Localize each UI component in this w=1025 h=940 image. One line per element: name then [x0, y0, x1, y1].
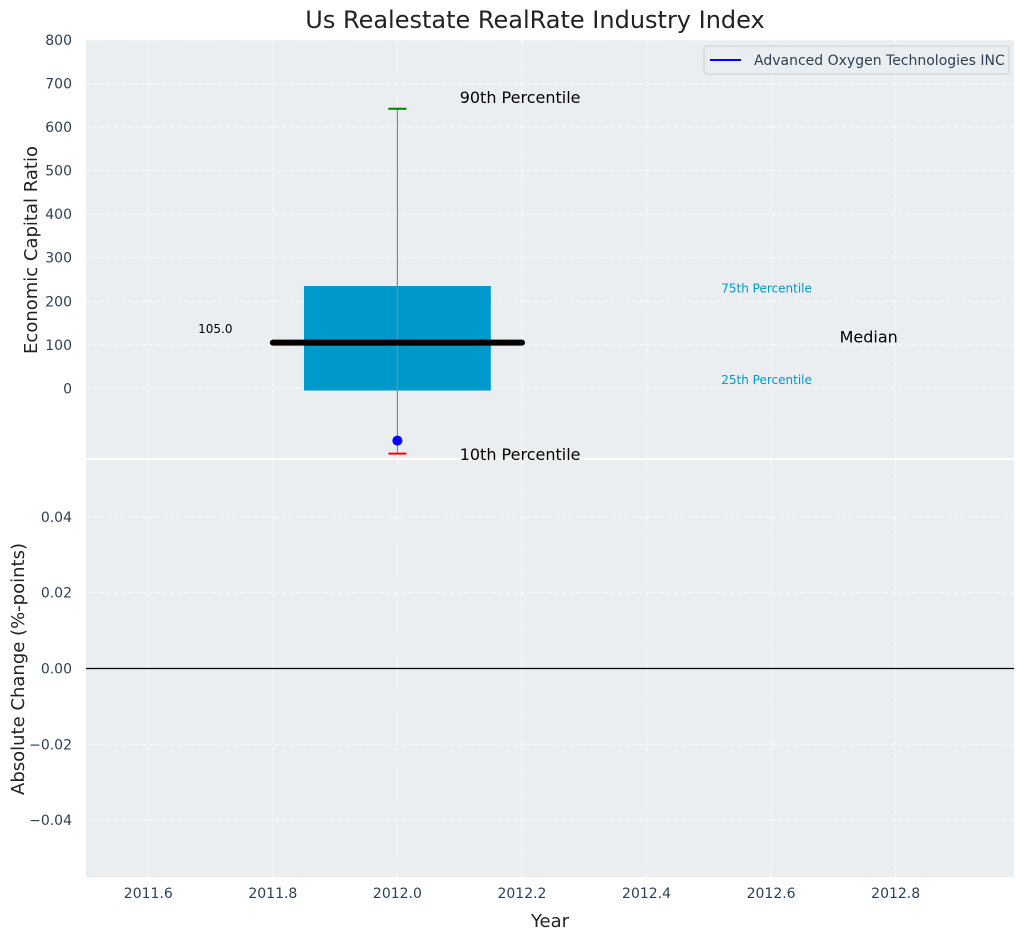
top-marks [86, 107, 1014, 460]
top-panel: 0 100 200 300 400 500 600 700 800 Us Realestate … [21, 6, 1014, 464]
x-tick-label: 2012.0 [373, 886, 422, 902]
top-y-tick-label: 500 [45, 164, 72, 180]
bottom-x-ticks: 2011.6 2011.8 2012.0 2012.2 2012.4 2012.6 2012… [124, 886, 920, 902]
annotation-p75: 75th Percentile [721, 282, 812, 296]
x-tick-label: 2012.2 [497, 886, 546, 902]
top-y-tick-label: 300 [45, 251, 72, 267]
bottom-y-tick-label: 0.04 [41, 510, 72, 526]
bottom-y-tick-label: 0.02 [41, 586, 72, 602]
top-y-tick-label: 0 [63, 381, 72, 397]
company-point [392, 435, 403, 446]
bottom-y-tick-label: −0.04 [29, 813, 72, 829]
top-gridlines [86, 39, 1014, 458]
x-tick-label: 2012.8 [871, 886, 920, 902]
x-tick-label: 2012.4 [622, 886, 671, 902]
bottom-y-tick-label: −0.02 [29, 737, 72, 753]
top-annotations: 90th Percentile 10th Percentile 75th Perce… [198, 88, 898, 464]
legend-box [703, 45, 1010, 75]
annotation-p25: 25th Percentile [721, 373, 812, 387]
annotation-median: Median [840, 328, 898, 347]
annotation-median_value: 105.0 [198, 322, 232, 336]
chart-title: Us Realestate RealRate Industry Index [305, 6, 764, 34]
bottom-panel: −0.04 −0.02 0.00 0.02 0.04 2011.6 2011.8 2012.… [8, 460, 1014, 932]
top-y-ticks: 0 100 200 300 400 500 600 700 800 [45, 33, 72, 397]
top-y-tick-label: 400 [45, 207, 72, 223]
top-y-tick-label: 800 [45, 33, 72, 49]
x-tick-label: 2012.6 [747, 886, 796, 902]
bottom-y-tick-label: 0.00 [41, 662, 72, 678]
x-axis-label: Year [530, 911, 570, 932]
legend: Advanced Oxygen Technologies INC [703, 45, 1010, 75]
legend-label: Advanced Oxygen Technologies INC [754, 53, 1005, 69]
annotation-p10: 10th Percentile [460, 445, 581, 464]
bottom-y-ticks: −0.04 −0.02 0.00 0.02 0.04 [29, 510, 72, 829]
top-y-tick-label: 700 [45, 77, 72, 93]
x-tick-label: 2011.8 [248, 886, 297, 902]
top-y-axis-label: Economic Capital Ratio [21, 146, 42, 354]
x-tick-label: 2011.6 [124, 886, 173, 902]
top-y-tick-label: 600 [45, 120, 72, 136]
top-y-tick-label: 100 [45, 338, 72, 354]
top-y-tick-label: 200 [45, 294, 72, 310]
bottom-y-axis-label: Absolute Change (%-points) [8, 543, 29, 795]
annotation-p90: 90th Percentile [460, 88, 581, 107]
